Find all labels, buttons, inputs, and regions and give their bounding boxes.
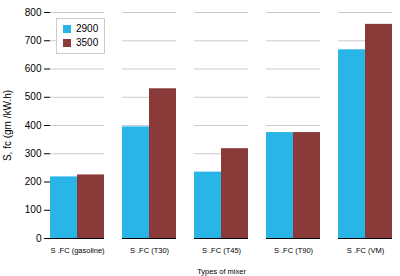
svg-text:S .FC (VM): S .FC (VM) [347, 246, 385, 255]
html-text:3500: 3500 [76, 37, 99, 48]
svg-text:S .FC (T45): S .FC (T45) [202, 246, 242, 255]
svg-text:Types of mixer: Types of mixer [197, 267, 246, 276]
svg-text:500: 500 [25, 91, 42, 102]
svg-text:S, fc (gm /kW.h): S, fc (gm /kW.h) [2, 90, 13, 161]
svg-text:0: 0 [36, 233, 42, 244]
svg-text:800: 800 [25, 7, 42, 18]
svg-text:600: 600 [25, 63, 42, 74]
svg-text:100: 100 [25, 204, 42, 215]
svg-text:200: 200 [25, 176, 42, 187]
svg-text:S .FC (T30): S .FC (T30) [130, 246, 170, 255]
svg-text:S .FC (T90): S .FC (T90) [274, 246, 314, 255]
svg-text:700: 700 [25, 35, 42, 46]
svg-text:300: 300 [25, 148, 42, 159]
html-text:2900: 2900 [76, 23, 99, 34]
svg-text:400: 400 [25, 120, 42, 131]
svg-text:S .FC (gasoline): S .FC (gasoline) [50, 246, 105, 255]
